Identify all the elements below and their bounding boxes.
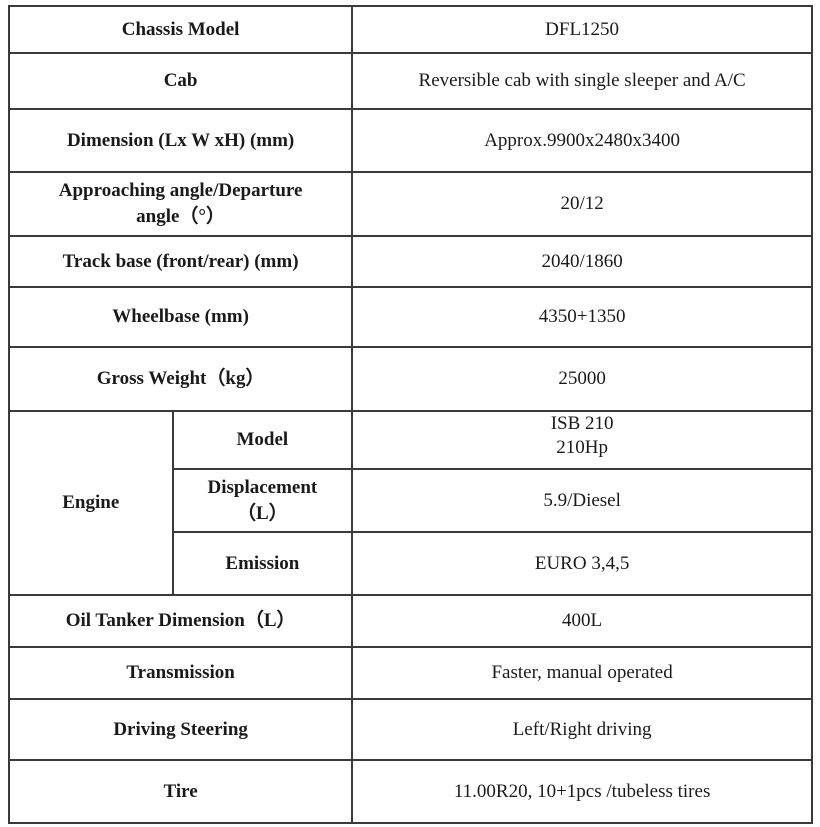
table-row: Transmission Faster, manual operated — [7, 646, 813, 700]
table-row: Track base (front/rear) (mm) 2040/1860 — [7, 235, 813, 288]
row-label: Displacement （L） — [171, 468, 354, 533]
row-value: ISB 210 210Hp — [351, 410, 813, 470]
row-value: Left/Right driving — [351, 698, 813, 761]
table-row: Oil Tanker Dimension（L） 400L — [7, 594, 813, 648]
table-row: Dimension (Lx W xH) (mm) Approx.9900x248… — [7, 108, 813, 173]
row-value: 20/12 — [351, 171, 813, 237]
table-row: Chassis Model DFL1250 — [7, 5, 813, 54]
row-value: 4350+1350 — [351, 286, 813, 348]
row-label: Emission — [171, 531, 354, 596]
row-label: Tire — [7, 759, 354, 824]
row-value: Reversible cab with single sleeper and A… — [351, 52, 813, 110]
row-value: 11.00R20, 10+1pcs /tubeless tires — [351, 759, 813, 824]
row-label: Cab — [7, 52, 354, 110]
value-line: 210Hp — [556, 437, 608, 458]
row-label: Gross Weight（kg） — [7, 346, 354, 412]
spec-table: Chassis Model DFL1250 Cab Reversible cab… — [7, 5, 813, 824]
row-value: 2040/1860 — [351, 235, 813, 288]
row-label: Wheelbase (mm) — [7, 286, 354, 348]
label-line: Displacement — [207, 476, 318, 498]
row-value: 5.9/Diesel — [351, 468, 813, 533]
row-value: 25000 — [351, 346, 813, 412]
table-row: Tire 11.00R20, 10+1pcs /tubeless tires — [7, 759, 813, 824]
row-label: Chassis Model — [7, 5, 354, 54]
table-row: Engine Model ISB 210 210Hp — [8, 410, 813, 596]
label-line: Approaching angle/Departure — [58, 180, 303, 201]
row-label: Track base (front/rear) (mm) — [7, 235, 354, 288]
label-line: （L） — [237, 502, 288, 524]
row-label: Oil Tanker Dimension（L） — [7, 594, 354, 648]
row-label: Dimension (Lx W xH) (mm) — [7, 108, 354, 173]
table-row: Wheelbase (mm) 4350+1350 — [7, 286, 813, 348]
table-row: Approaching angle/Departure angle（°） 20/… — [7, 171, 813, 237]
row-label: Transmission — [7, 646, 354, 700]
row-value: 400L — [351, 594, 813, 648]
table-row: Displacement （L） 5.9/Diesel — [9, 468, 813, 533]
table-row: Emission EURO 3,4,5 — [9, 531, 813, 596]
row-label: Driving Steering — [7, 698, 354, 761]
engine-label: Engine — [8, 410, 174, 596]
table-row: Driving Steering Left/Right driving — [7, 698, 813, 761]
row-value: Faster, manual operated — [351, 646, 813, 700]
label-line: angle（°） — [136, 206, 226, 227]
row-label: Model — [171, 410, 354, 470]
row-value: Approx.9900x2480x3400 — [351, 108, 813, 173]
table-row: Cab Reversible cab with single sleeper a… — [7, 52, 813, 110]
table-row: Gross Weight（kg） 25000 — [7, 346, 813, 412]
row-label: Approaching angle/Departure angle（°） — [7, 171, 354, 237]
value-line: ISB 210 — [550, 413, 614, 434]
row-value: EURO 3,4,5 — [351, 531, 813, 596]
row-value: DFL1250 — [351, 5, 813, 54]
